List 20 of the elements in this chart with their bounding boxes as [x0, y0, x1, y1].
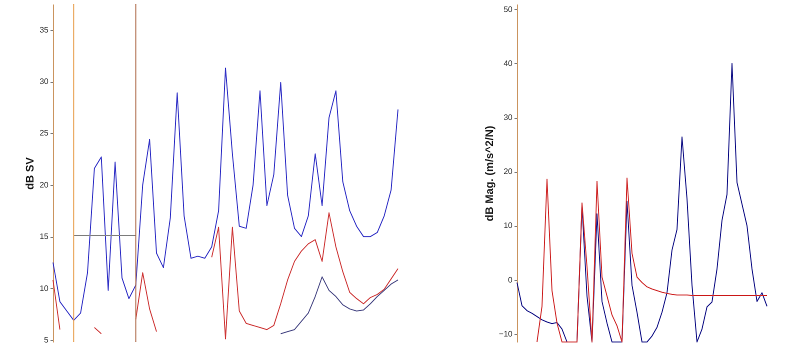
y-tick-label: 50: [504, 4, 514, 14]
line-series: [536, 178, 768, 342]
y-axis-title: dB SV: [24, 156, 37, 190]
y-tick-label: 40: [504, 58, 514, 68]
y-tick-label: 10: [504, 221, 514, 230]
y-tick-label: 5: [44, 335, 50, 343]
y-tick-label: 25: [40, 128, 50, 138]
y-tick-label: 30: [504, 113, 514, 122]
y-axis-title: dB Mag. (m/s^2/N): [484, 125, 496, 222]
line-series: [52, 68, 398, 321]
line-series: [516, 62, 768, 342]
y-tick-label: 20: [504, 167, 514, 176]
y-tick-label: 10: [40, 284, 50, 293]
y-tick-label: 35: [40, 25, 50, 34]
y-tick-label: 0: [508, 275, 514, 284]
y-tick-label: 30: [40, 77, 50, 86]
y-tick-label: 15: [40, 232, 50, 242]
y-tick-label: −10: [498, 329, 514, 338]
y-tick-label: 20: [40, 180, 50, 190]
line-series: [280, 276, 398, 334]
